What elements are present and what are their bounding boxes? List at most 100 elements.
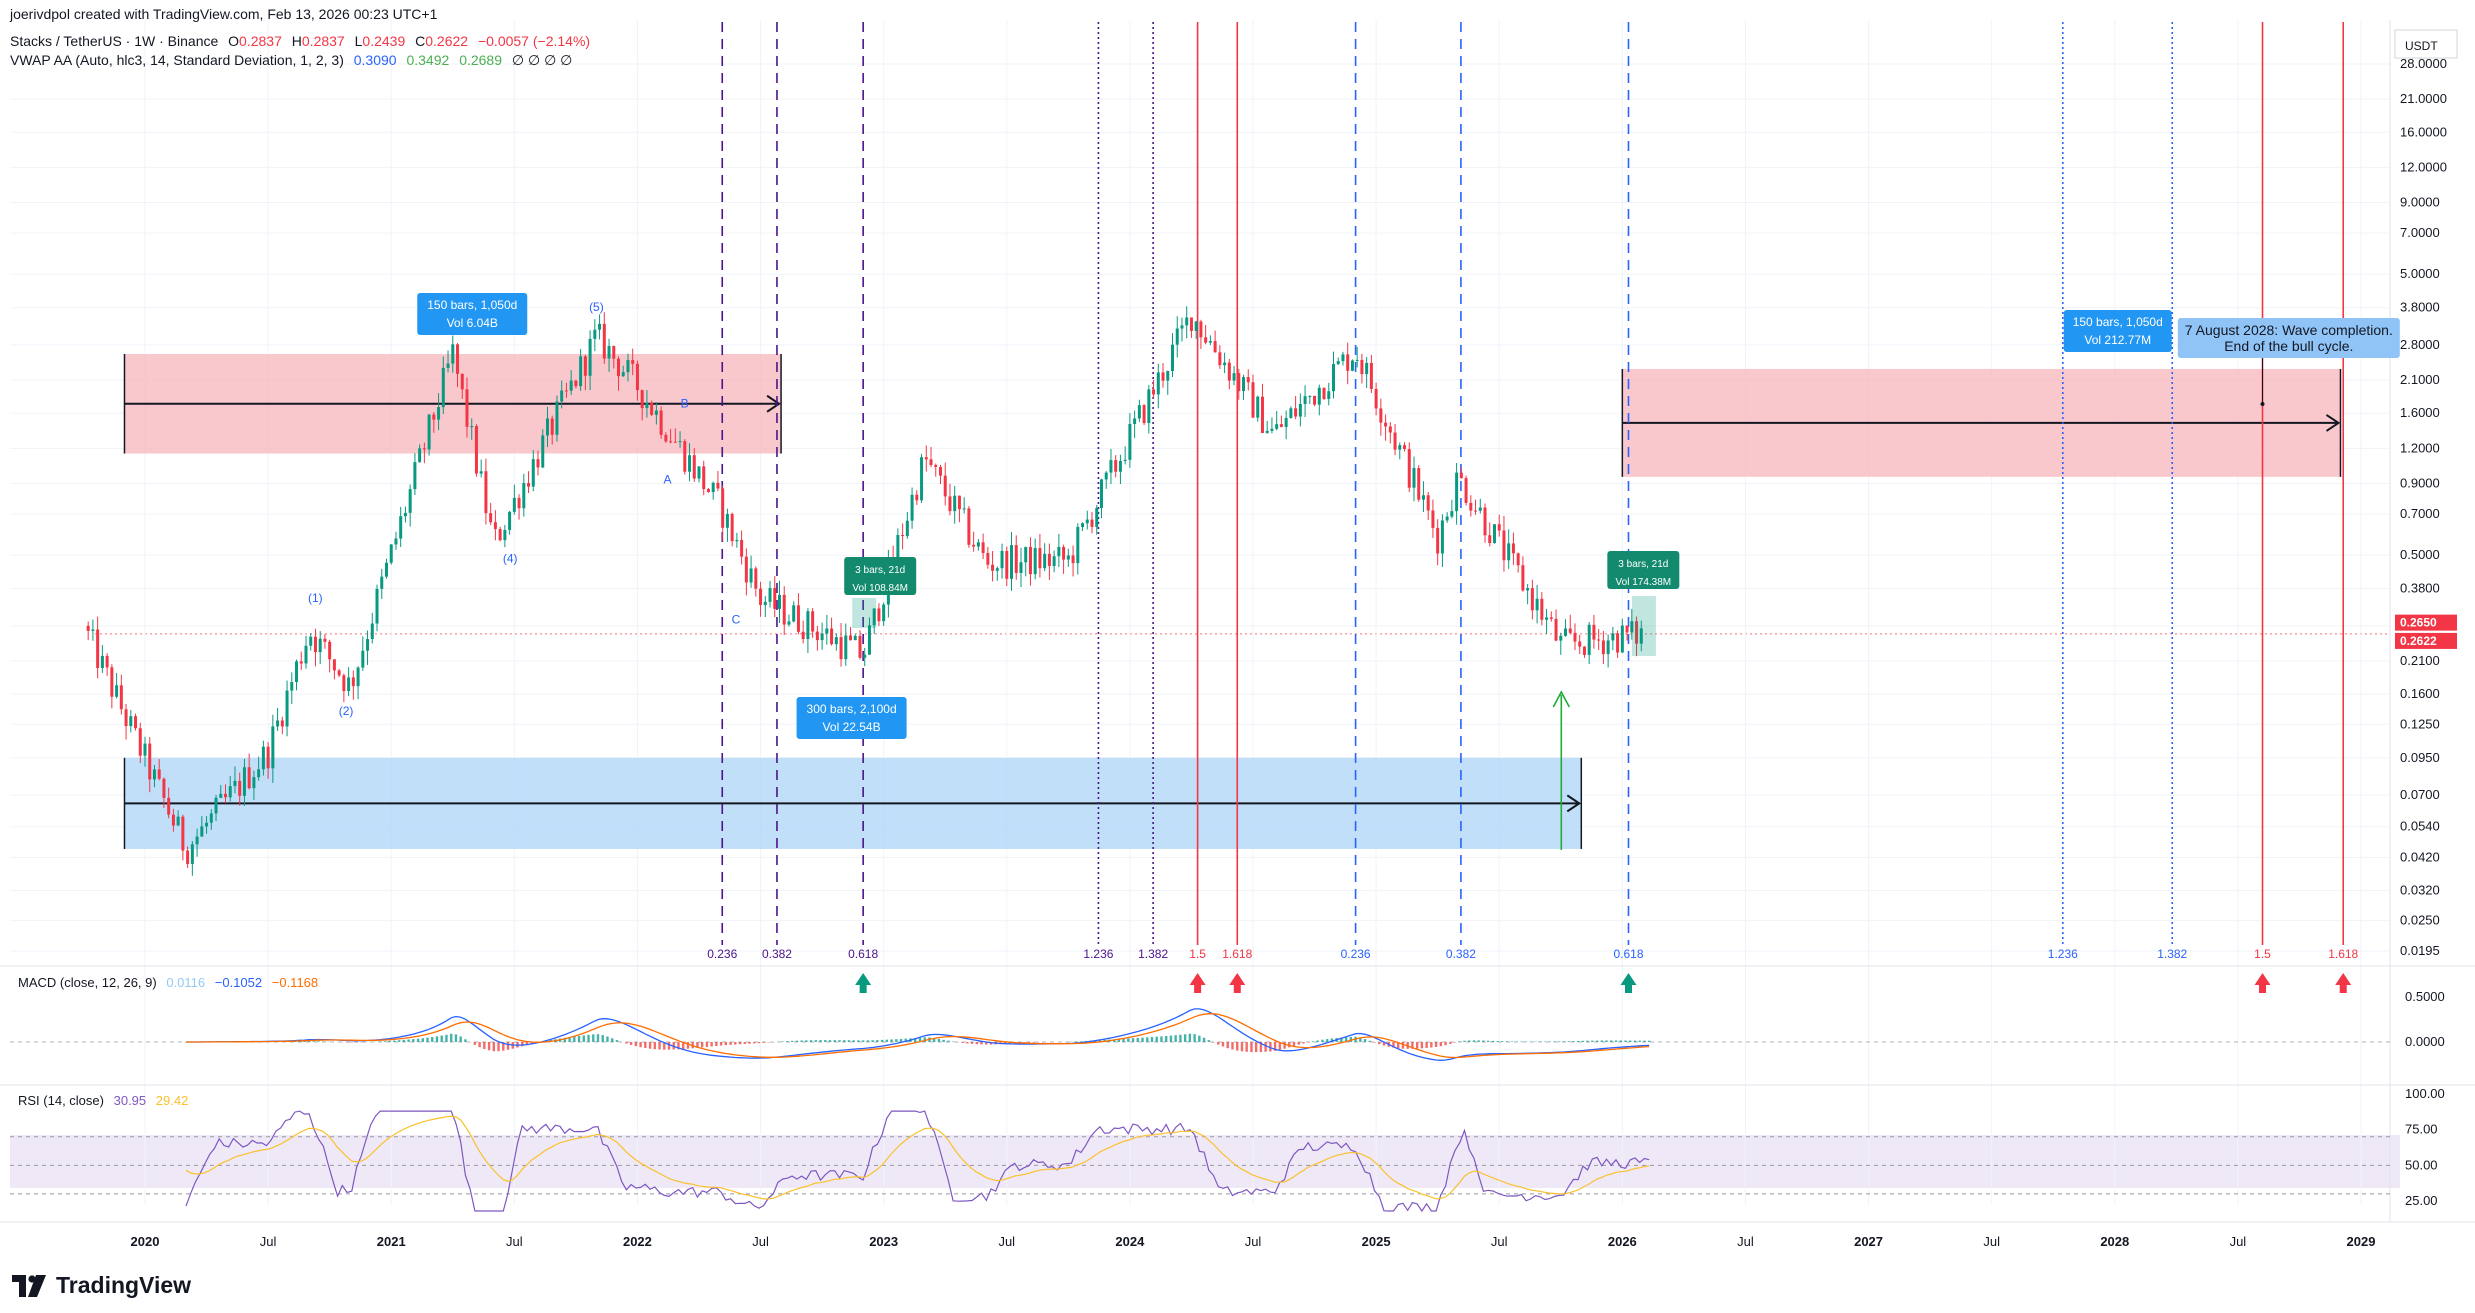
candle-body[interactable] <box>1294 408 1298 417</box>
candle-body[interactable] <box>820 633 824 641</box>
candle-body[interactable] <box>1284 417 1288 427</box>
signal-arrow-up-icon[interactable] <box>2254 973 2271 993</box>
candle-body[interactable] <box>872 608 876 626</box>
candle-body[interactable] <box>882 604 886 622</box>
candle-body[interactable] <box>1535 598 1539 611</box>
candle-body[interactable] <box>877 608 881 622</box>
candle-body[interactable] <box>863 654 867 658</box>
candle-body[interactable] <box>138 728 142 756</box>
candle-body[interactable] <box>242 767 246 796</box>
candle-body[interactable] <box>1251 382 1255 418</box>
candle-body[interactable] <box>465 389 469 427</box>
tradingview-logo[interactable]: TradingView <box>12 1272 191 1299</box>
candle-body[interactable] <box>920 457 924 501</box>
candle-body[interactable] <box>702 466 706 490</box>
candle-body[interactable] <box>1232 373 1236 381</box>
candle-body[interactable] <box>598 323 602 330</box>
candle-body[interactable] <box>683 441 687 472</box>
candle-body[interactable] <box>1464 478 1468 503</box>
candle-body[interactable] <box>1303 396 1307 405</box>
candle-body[interactable] <box>1175 328 1179 345</box>
candle-body[interactable] <box>1573 632 1577 642</box>
range-label-5[interactable] <box>2063 310 2172 352</box>
candle-body[interactable] <box>640 390 644 409</box>
candle-body[interactable] <box>1237 373 1241 392</box>
candle-body[interactable] <box>1033 548 1037 575</box>
candle-body[interactable] <box>1104 472 1108 480</box>
candle-body[interactable] <box>313 636 317 653</box>
candle-body[interactable] <box>157 769 161 779</box>
candle-body[interactable] <box>508 511 512 530</box>
rsi-legend[interactable]: RSI (14, close) 30.95 29.42 <box>18 1093 194 1108</box>
candle-body[interactable] <box>1180 325 1184 329</box>
candle-body[interactable] <box>995 568 999 571</box>
rsi-line[interactable] <box>185 1110 1650 1213</box>
candle-body[interactable] <box>1118 460 1122 472</box>
candle-body[interactable] <box>1630 621 1634 633</box>
candle-body[interactable] <box>1587 624 1591 655</box>
candle-body[interactable] <box>238 780 242 796</box>
candle-body[interactable] <box>555 401 559 435</box>
candle-body[interactable] <box>1578 641 1582 647</box>
candle-body[interactable] <box>1000 551 1004 569</box>
candle-body[interactable] <box>1440 520 1444 554</box>
candle-body[interactable] <box>323 638 327 642</box>
candle-body[interactable] <box>252 777 256 789</box>
candle-body[interactable] <box>143 743 147 756</box>
candle-body[interactable] <box>896 535 900 563</box>
candle-body[interactable] <box>905 520 909 537</box>
candle-body[interactable] <box>1431 510 1435 528</box>
candle-body[interactable] <box>1530 588 1534 611</box>
candle-body[interactable] <box>1317 387 1321 405</box>
close-price-tag[interactable] <box>2395 632 2457 649</box>
candle-body[interactable] <box>176 816 180 826</box>
candle-body[interactable] <box>1185 317 1189 326</box>
candle-body[interactable] <box>1639 628 1643 644</box>
candle-body[interactable] <box>1085 519 1089 524</box>
candle-body[interactable] <box>560 390 564 402</box>
price-axis[interactable]: USDT 28.0000 21.0000 16.0000 12.0000 9.0000 7.… <box>2394 29 2458 958</box>
candle-body[interactable] <box>418 448 422 463</box>
candle-body[interactable] <box>678 441 682 443</box>
candle-body[interactable] <box>1095 508 1099 527</box>
candle-body[interactable] <box>976 542 980 547</box>
candle-body[interactable] <box>1606 640 1610 655</box>
candle-body[interactable] <box>484 471 488 514</box>
candle-body[interactable] <box>223 793 227 798</box>
candle-body[interactable] <box>697 466 701 479</box>
candle-body[interactable] <box>1526 588 1530 591</box>
candle-body[interactable] <box>1062 546 1066 560</box>
candle-body[interactable] <box>1516 553 1520 566</box>
candle-body[interactable] <box>1256 396 1260 418</box>
candle-body[interactable] <box>1488 535 1492 543</box>
candle-body[interactable] <box>1601 640 1605 655</box>
candle-body[interactable] <box>1265 430 1269 433</box>
candle-body[interactable] <box>725 513 729 528</box>
candle-body[interactable] <box>787 621 791 625</box>
candle-body[interactable] <box>579 356 583 387</box>
annotations[interactable]: 150 bars, 1,050d Vol 6.04B 300 bars, 2,100… <box>308 293 2400 993</box>
candle-body[interactable] <box>119 685 123 710</box>
candle-body[interactable] <box>276 720 280 727</box>
candle-body[interactable] <box>247 767 251 789</box>
candle-body[interactable] <box>849 635 853 641</box>
candle-body[interactable] <box>460 373 464 390</box>
candle-body[interactable] <box>1502 530 1506 561</box>
candle-body[interactable] <box>351 677 355 687</box>
candle-body[interactable] <box>1355 359 1359 361</box>
candle-body[interactable] <box>1152 389 1156 395</box>
candle-body[interactable] <box>403 512 407 517</box>
candle-body[interactable] <box>470 426 474 428</box>
candle-body[interactable] <box>1483 507 1487 536</box>
candle-body[interactable] <box>456 344 460 374</box>
candle-body[interactable] <box>910 494 914 521</box>
candle-body[interactable] <box>493 522 497 530</box>
candle-body[interactable] <box>744 556 748 583</box>
candle-body[interactable] <box>1625 625 1629 633</box>
candle-body[interactable] <box>839 637 843 660</box>
candle-body[interactable] <box>233 780 237 787</box>
candle-body[interactable] <box>635 363 639 391</box>
candle-body[interactable] <box>834 637 838 645</box>
candle-body[interactable] <box>721 488 725 528</box>
candle-body[interactable] <box>489 513 493 523</box>
